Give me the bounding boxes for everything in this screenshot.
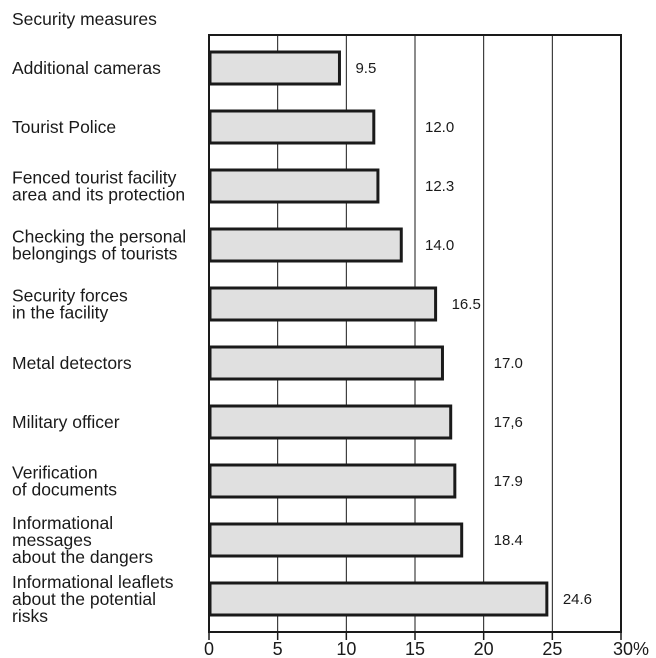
value-label: 12.3 [425,178,454,195]
category-label: Security forces in the facility [12,286,128,323]
x-tick-label: 5 [273,639,283,658]
value-label: 18.4 [494,532,523,549]
x-tick-label: 30% [613,639,649,658]
value-label: 16.5 [452,296,481,313]
bars [208,50,549,617]
category-labels: Additional cameras Tourist Police Fenced t… [12,58,186,626]
category-label: Military officer [12,412,120,432]
value-label: 17.9 [494,473,523,490]
category-label: Tourist Police [12,117,116,137]
bar [208,286,438,322]
bar [208,227,403,263]
x-tick-label: 10 [336,639,356,658]
bar [208,50,341,86]
value-label: 24.6 [563,591,592,608]
bar [208,109,376,145]
value-labels: 9.5 12.0 12.3 14.0 16.5 17.0 17,6 17.9 18.4 24.6 [355,60,592,608]
category-label: Verification of documents [12,463,117,500]
bar [208,168,380,204]
bar [208,463,457,499]
x-axis-ticks: 0 5 10 15 20 25 30% [204,632,649,658]
value-label: 17.0 [494,355,523,372]
x-tick-label: 0 [204,639,214,658]
category-label: Informational messages about the dangers [12,513,153,567]
value-label: 14.0 [425,237,454,254]
x-tick-label: 25 [542,639,562,658]
category-label: Fenced tourist facility area and its prot… [12,168,185,205]
bar [208,581,549,617]
category-label: Metal detectors [12,353,132,373]
bar [208,404,453,440]
chart-title: Security measures [12,9,157,29]
bar [208,345,444,381]
x-tick-label: 20 [474,639,494,658]
x-tick-label: 15 [405,639,425,658]
value-label: 17,6 [494,414,523,431]
value-label: 12.0 [425,119,454,136]
category-label: Informational leaflets about the potentia… [12,572,174,626]
category-label: Checking the personal belongings of touri… [12,227,186,264]
bar [208,522,464,558]
value-label: 9.5 [355,60,376,77]
category-label: Additional cameras [12,58,161,78]
